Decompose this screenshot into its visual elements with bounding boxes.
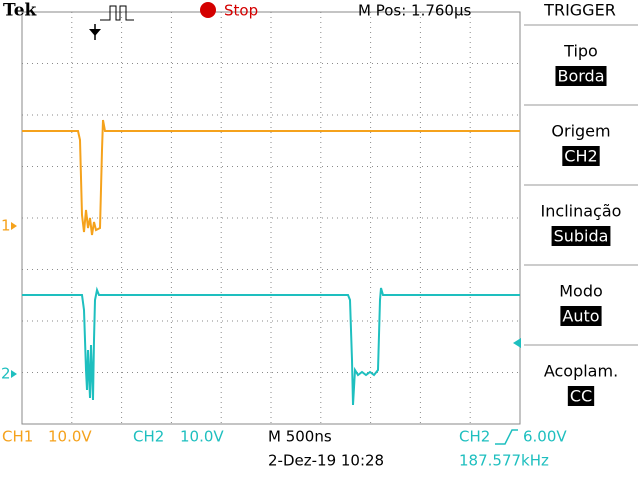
acquire-icon bbox=[100, 5, 134, 21]
menu-value-box bbox=[562, 146, 600, 166]
position: M Pos: 1.760μs bbox=[358, 2, 472, 20]
ch1-scale: 10.0V bbox=[48, 428, 92, 446]
menu-title: TRIGGER bbox=[543, 1, 616, 20]
grid bbox=[22, 12, 520, 424]
menu-value: Subida bbox=[554, 227, 609, 246]
ch1-marker-arrow bbox=[11, 222, 17, 230]
menu-label: Acoplam. bbox=[544, 362, 618, 381]
menu-label: Origem bbox=[551, 122, 610, 141]
datetime: 2-Dez-19 10:28 bbox=[268, 452, 384, 470]
side-menu: Tipo Borda Origem CH2 Inclinação Subida Modo Au… bbox=[524, 24, 638, 406]
menu-label: Inclinação bbox=[541, 202, 622, 221]
ch1-trace bbox=[22, 119, 520, 236]
menu-value-box bbox=[567, 386, 595, 406]
menu-value: CH2 bbox=[564, 147, 597, 166]
frequency: 187.577kHz bbox=[459, 452, 549, 470]
ch2-scale: 10.0V bbox=[180, 428, 224, 446]
menu-label: Tipo bbox=[563, 42, 598, 61]
run-status: Stop bbox=[224, 2, 258, 20]
menu-label: Modo bbox=[559, 282, 603, 301]
ch2-marker-arrow bbox=[11, 370, 17, 378]
menu-value: Borda bbox=[557, 67, 604, 86]
menu-value-box bbox=[560, 306, 602, 326]
ch1-marker: 1 bbox=[1, 217, 11, 235]
menu-value: CC bbox=[570, 387, 592, 406]
menu-value: Auto bbox=[562, 307, 599, 326]
ch2-marker: 2 bbox=[1, 365, 11, 383]
trigger-source: CH2 bbox=[459, 428, 490, 446]
trigger-slope-icon bbox=[495, 429, 518, 445]
menu-value-box bbox=[555, 66, 607, 86]
ch2-trace bbox=[22, 286, 520, 406]
ch2-label: CH2 bbox=[133, 428, 164, 446]
stop-icon bbox=[200, 2, 216, 18]
trigger-level-marker bbox=[513, 338, 521, 348]
ch1-label: CH1 bbox=[2, 428, 33, 446]
trigger-level: 6.00V bbox=[523, 428, 567, 446]
menu-value-box bbox=[551, 226, 611, 246]
brand: Tek bbox=[3, 1, 38, 21]
timebase: M 500ns bbox=[268, 428, 332, 446]
